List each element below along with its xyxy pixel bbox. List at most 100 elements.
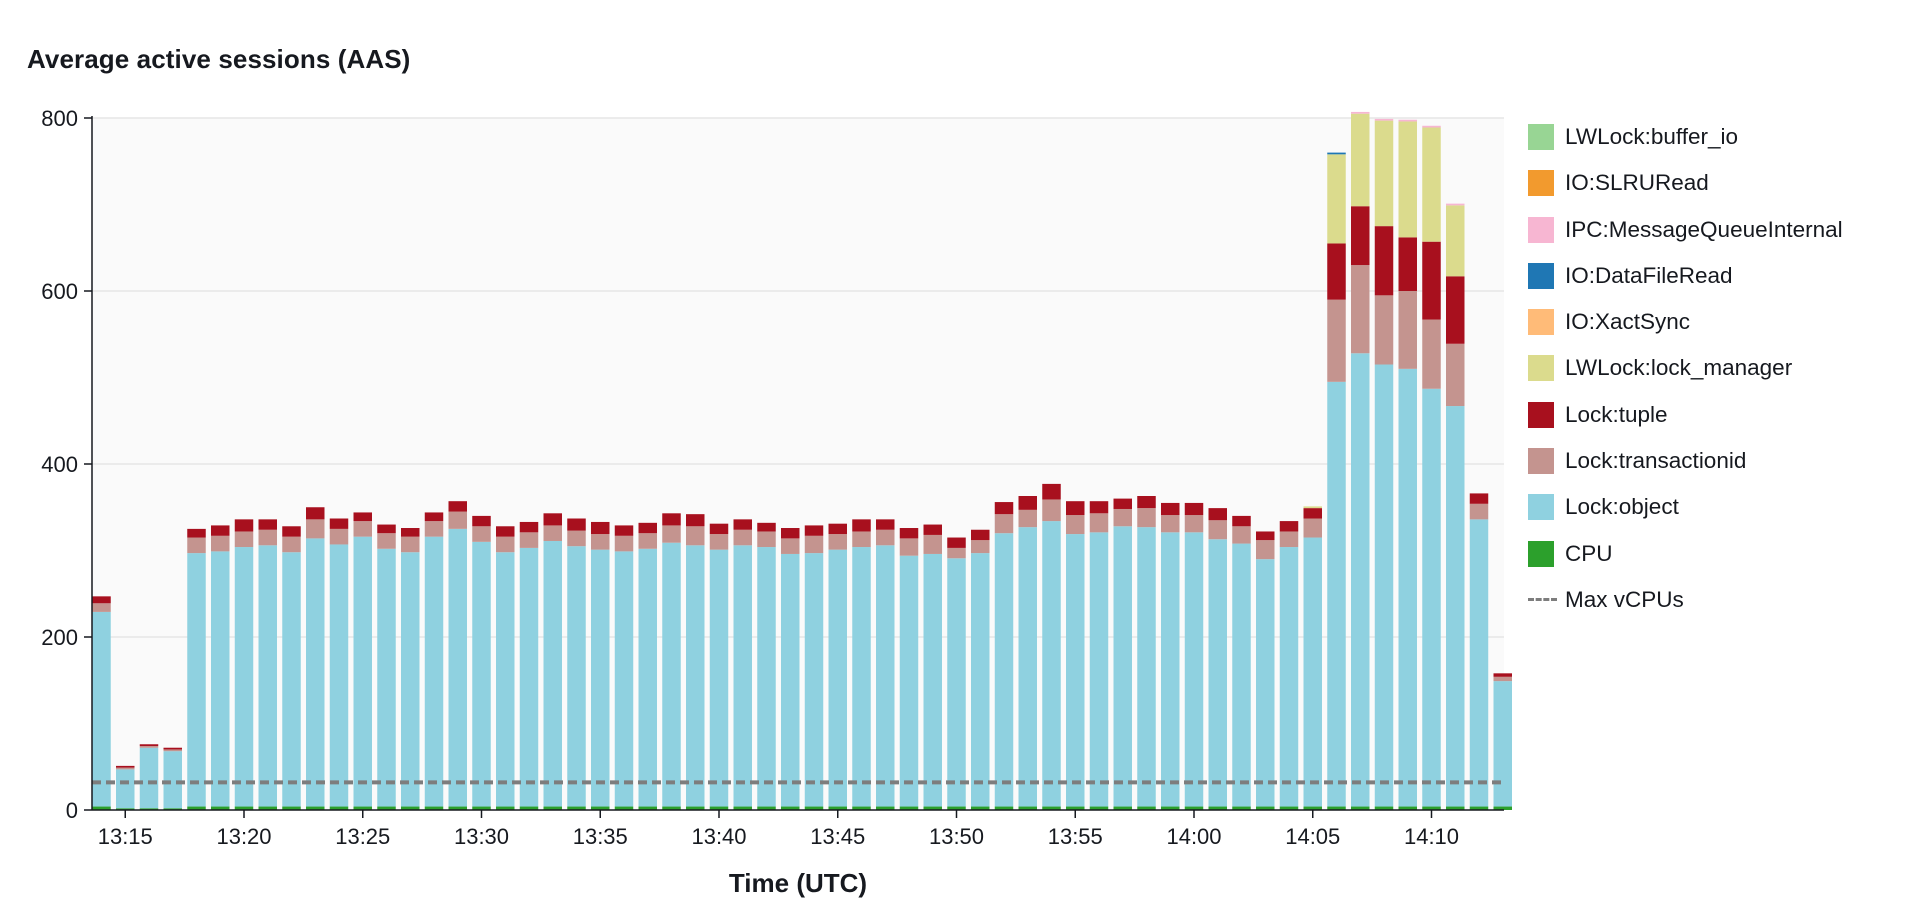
legend-item[interactable]: CPU <box>1528 540 1908 568</box>
legend-item[interactable]: Lock:tuple <box>1528 401 1908 429</box>
bar-segment <box>1066 806 1085 810</box>
bar-segment <box>1256 559 1275 807</box>
bar-segment <box>1256 806 1275 810</box>
bar-segment <box>1066 534 1085 807</box>
bar-segment <box>1446 203 1465 206</box>
bar-segment <box>757 522 776 532</box>
bar-segment <box>994 533 1014 807</box>
bar-segment <box>804 553 824 807</box>
bar-segment <box>1303 508 1322 519</box>
bar-segment <box>1374 226 1394 296</box>
bar-segment <box>686 526 705 546</box>
bar-segment <box>1351 111 1370 114</box>
bar-segment <box>258 519 277 530</box>
bar-segment <box>1327 381 1346 807</box>
bar-segment <box>1469 503 1489 520</box>
bar-segment <box>211 551 230 807</box>
x-tick-label: 13:25 <box>335 824 390 849</box>
bar-segment <box>258 529 277 546</box>
bar-segment <box>353 521 372 537</box>
bar-segment <box>448 806 467 810</box>
bar-segment <box>591 534 610 550</box>
bar-segment <box>567 806 586 810</box>
bar-segment <box>614 535 634 552</box>
bar-segment <box>1232 806 1251 810</box>
bar-segment <box>662 525 681 543</box>
x-tick-label: 14:00 <box>1166 824 1221 849</box>
bar-segment <box>662 542 681 807</box>
bar-segment <box>709 534 729 550</box>
bar-segment <box>709 523 729 535</box>
bar-segment <box>1018 509 1037 528</box>
bar-segment <box>804 806 824 810</box>
legend-item[interactable]: LWLock:buffer_io <box>1528 123 1908 151</box>
bar-segment <box>1161 502 1180 516</box>
bar-segment <box>353 512 372 522</box>
bar-segment <box>591 521 610 535</box>
bars <box>92 111 1512 810</box>
bar-segment <box>1161 532 1180 807</box>
legend-color-swatch <box>1528 494 1554 521</box>
legend-item[interactable]: Max vCPUs <box>1528 586 1908 614</box>
bar-segment <box>1374 806 1394 810</box>
bar-segment <box>1493 676 1512 682</box>
bar-segment <box>1066 515 1085 535</box>
bar-segment <box>1351 265 1370 354</box>
bar-segment <box>92 603 111 612</box>
bar-segment <box>876 529 895 546</box>
bar-segment <box>377 533 396 549</box>
legend-item[interactable]: Lock:object <box>1528 493 1908 521</box>
legend-label: IO:SLRURead <box>1565 170 1709 196</box>
bar-segment <box>733 529 752 546</box>
bar-segment <box>1089 513 1109 533</box>
bar-segment <box>1374 295 1394 365</box>
bar-segment <box>876 519 895 530</box>
bar-segment <box>1398 237 1417 291</box>
legend-item[interactable]: IO:SLRURead <box>1528 169 1908 197</box>
bar-segment <box>1066 501 1085 516</box>
bar-segment <box>709 806 729 810</box>
bar-segment <box>234 547 254 807</box>
bar-segment <box>781 806 800 810</box>
bar-segment <box>971 806 990 810</box>
bar-segment <box>401 806 420 810</box>
y-tick-label: 800 <box>41 106 78 131</box>
legend-label: LWLock:buffer_io <box>1565 124 1739 149</box>
bar-segment <box>1137 496 1156 509</box>
bar-segment <box>448 501 467 512</box>
bar-segment <box>1493 673 1512 677</box>
bar-segment <box>116 808 135 810</box>
x-tick-label: 13:30 <box>454 824 509 849</box>
bar-segment <box>899 555 919 807</box>
y-tick-label: 0 <box>66 798 78 823</box>
bar-segment <box>1303 518 1322 538</box>
bar-segment <box>614 806 634 810</box>
bar-segment <box>1327 152 1346 155</box>
bar-segment <box>282 526 301 537</box>
x-tick-label: 13:35 <box>573 824 628 849</box>
bar-segment <box>116 767 135 770</box>
legend-color-swatch <box>1528 170 1554 197</box>
legend-item[interactable]: LWLock:lock_manager <box>1528 354 1908 382</box>
bar-segment <box>591 549 610 807</box>
bar-segment <box>1446 276 1465 344</box>
legend-item[interactable]: IPC:MessageQueueInternal <box>1528 216 1908 244</box>
bar-segment <box>1232 515 1251 527</box>
bar-segment <box>947 558 966 807</box>
legend-item[interactable]: IO:DataFileRead <box>1528 262 1908 290</box>
bar-segment <box>852 806 871 810</box>
bar-segment <box>306 519 325 539</box>
bar-segment <box>852 547 871 807</box>
bar-segment <box>519 806 539 810</box>
bar-segment <box>258 806 277 810</box>
legend-item[interactable]: Lock:transactionid <box>1528 447 1908 475</box>
legend-color-swatch <box>1528 309 1554 336</box>
bar-segment <box>187 806 206 810</box>
x-axis-title: Time (UTC) <box>728 868 868 898</box>
bar-segment <box>1303 806 1322 810</box>
bar-segment <box>1398 119 1417 122</box>
legend-item[interactable]: IO:XactSync <box>1528 308 1908 336</box>
bar-segment <box>1018 496 1037 510</box>
chart-legend: LWLock:buffer_io IO:SLRURead IPC:MessageQu… <box>1528 123 1908 632</box>
